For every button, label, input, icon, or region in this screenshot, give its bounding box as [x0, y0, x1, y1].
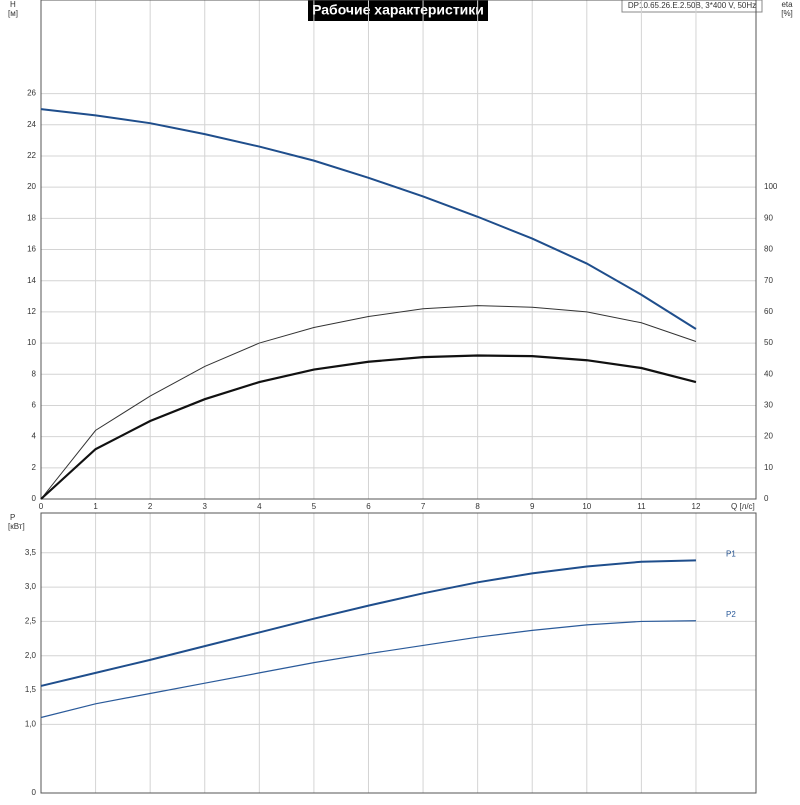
- series-line: [40, 354, 697, 500]
- x-tick-label: 12: [692, 502, 701, 511]
- y2-tick-label: 50: [764, 338, 773, 347]
- y2-tick-label: 30: [764, 401, 773, 410]
- x-tick-label: 11: [637, 502, 646, 511]
- series-label: P2: [726, 610, 736, 619]
- y-axis-unit: [м]: [8, 9, 18, 18]
- y2-axis-label: eta: [781, 0, 793, 9]
- y-tick-label: 12: [27, 307, 36, 316]
- y2-tick-label: 70: [764, 276, 773, 285]
- y2-tick-label: 90: [764, 213, 773, 222]
- y-tick-label: 2,0: [25, 651, 37, 660]
- y-tick-label: 2: [32, 463, 37, 472]
- y-axis-label: P: [10, 513, 15, 522]
- series-line: [40, 559, 696, 687]
- x-tick-label: 5: [312, 502, 317, 511]
- x-tick-label: 7: [421, 502, 426, 511]
- y-tick-label: 0: [32, 494, 37, 503]
- y-axis-unit: [кВт]: [8, 522, 25, 531]
- x-tick-label: 3: [203, 502, 208, 511]
- y2-tick-label: 10: [764, 463, 773, 472]
- y-tick-label: 3,0: [25, 582, 37, 591]
- series-line: [40, 305, 697, 500]
- y-tick-label: 24: [27, 120, 36, 129]
- y-tick-label: 14: [27, 276, 36, 285]
- y-tick-label: 26: [27, 89, 36, 98]
- title-box: [308, 0, 488, 21]
- y2-axis-unit: [%]: [781, 9, 793, 18]
- model-label: DP10.65.26.E.2.50B, 3*400 V, 50Hz: [628, 1, 756, 10]
- x-axis-label: Q [л/с]: [731, 502, 755, 511]
- y2-tick-label: 20: [764, 432, 773, 441]
- series-line: [40, 108, 697, 330]
- y-tick-label: 22: [27, 151, 36, 160]
- y-tick-label: 0: [32, 788, 37, 797]
- y2-tick-label: 40: [764, 369, 773, 378]
- y-tick-label: 1,5: [25, 685, 37, 694]
- x-tick-label: 2: [148, 502, 153, 511]
- x-tick-label: 9: [530, 502, 535, 511]
- x-tick-label: 6: [366, 502, 371, 511]
- y-tick-label: 16: [27, 245, 36, 254]
- y2-tick-label: 100: [764, 182, 778, 191]
- y-tick-label: 6: [32, 401, 37, 410]
- plot-frame: [40, 512, 757, 794]
- y-tick-label: 1,0: [25, 719, 37, 728]
- y2-tick-label: 60: [764, 307, 773, 316]
- y-tick-label: 18: [27, 213, 36, 222]
- model-box: [621, 0, 763, 13]
- y-tick-label: 8: [32, 369, 37, 378]
- y2-tick-label: 80: [764, 245, 773, 254]
- x-tick-label: 10: [582, 502, 591, 511]
- y-tick-label: 3,5: [25, 548, 37, 557]
- x-tick-label: 1: [93, 502, 98, 511]
- series-label: P1: [726, 549, 736, 558]
- x-tick-label: 4: [257, 502, 262, 511]
- series-line: [40, 620, 696, 719]
- y-tick-label: 2,5: [25, 617, 37, 626]
- y-tick-label: 4: [32, 432, 37, 441]
- y2-tick-label: 0: [764, 494, 769, 503]
- x-tick-label: 8: [475, 502, 480, 511]
- y-axis-label: H: [10, 0, 16, 9]
- chart-title: Рабочие характеристики: [312, 2, 484, 18]
- x-tick-label: 0: [39, 502, 44, 511]
- y-tick-label: 10: [27, 338, 36, 347]
- plot-frame: [40, 0, 757, 500]
- y-tick-label: 20: [27, 182, 36, 191]
